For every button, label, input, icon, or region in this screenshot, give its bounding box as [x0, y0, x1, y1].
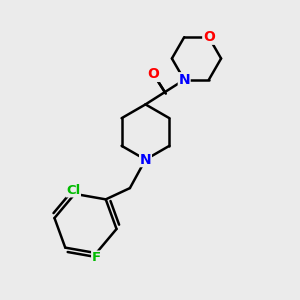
Text: F: F	[92, 251, 101, 264]
Text: O: O	[148, 68, 160, 81]
Text: N: N	[140, 153, 151, 166]
Text: O: O	[203, 30, 215, 44]
Text: N: N	[178, 73, 190, 87]
Text: Cl: Cl	[66, 184, 80, 197]
